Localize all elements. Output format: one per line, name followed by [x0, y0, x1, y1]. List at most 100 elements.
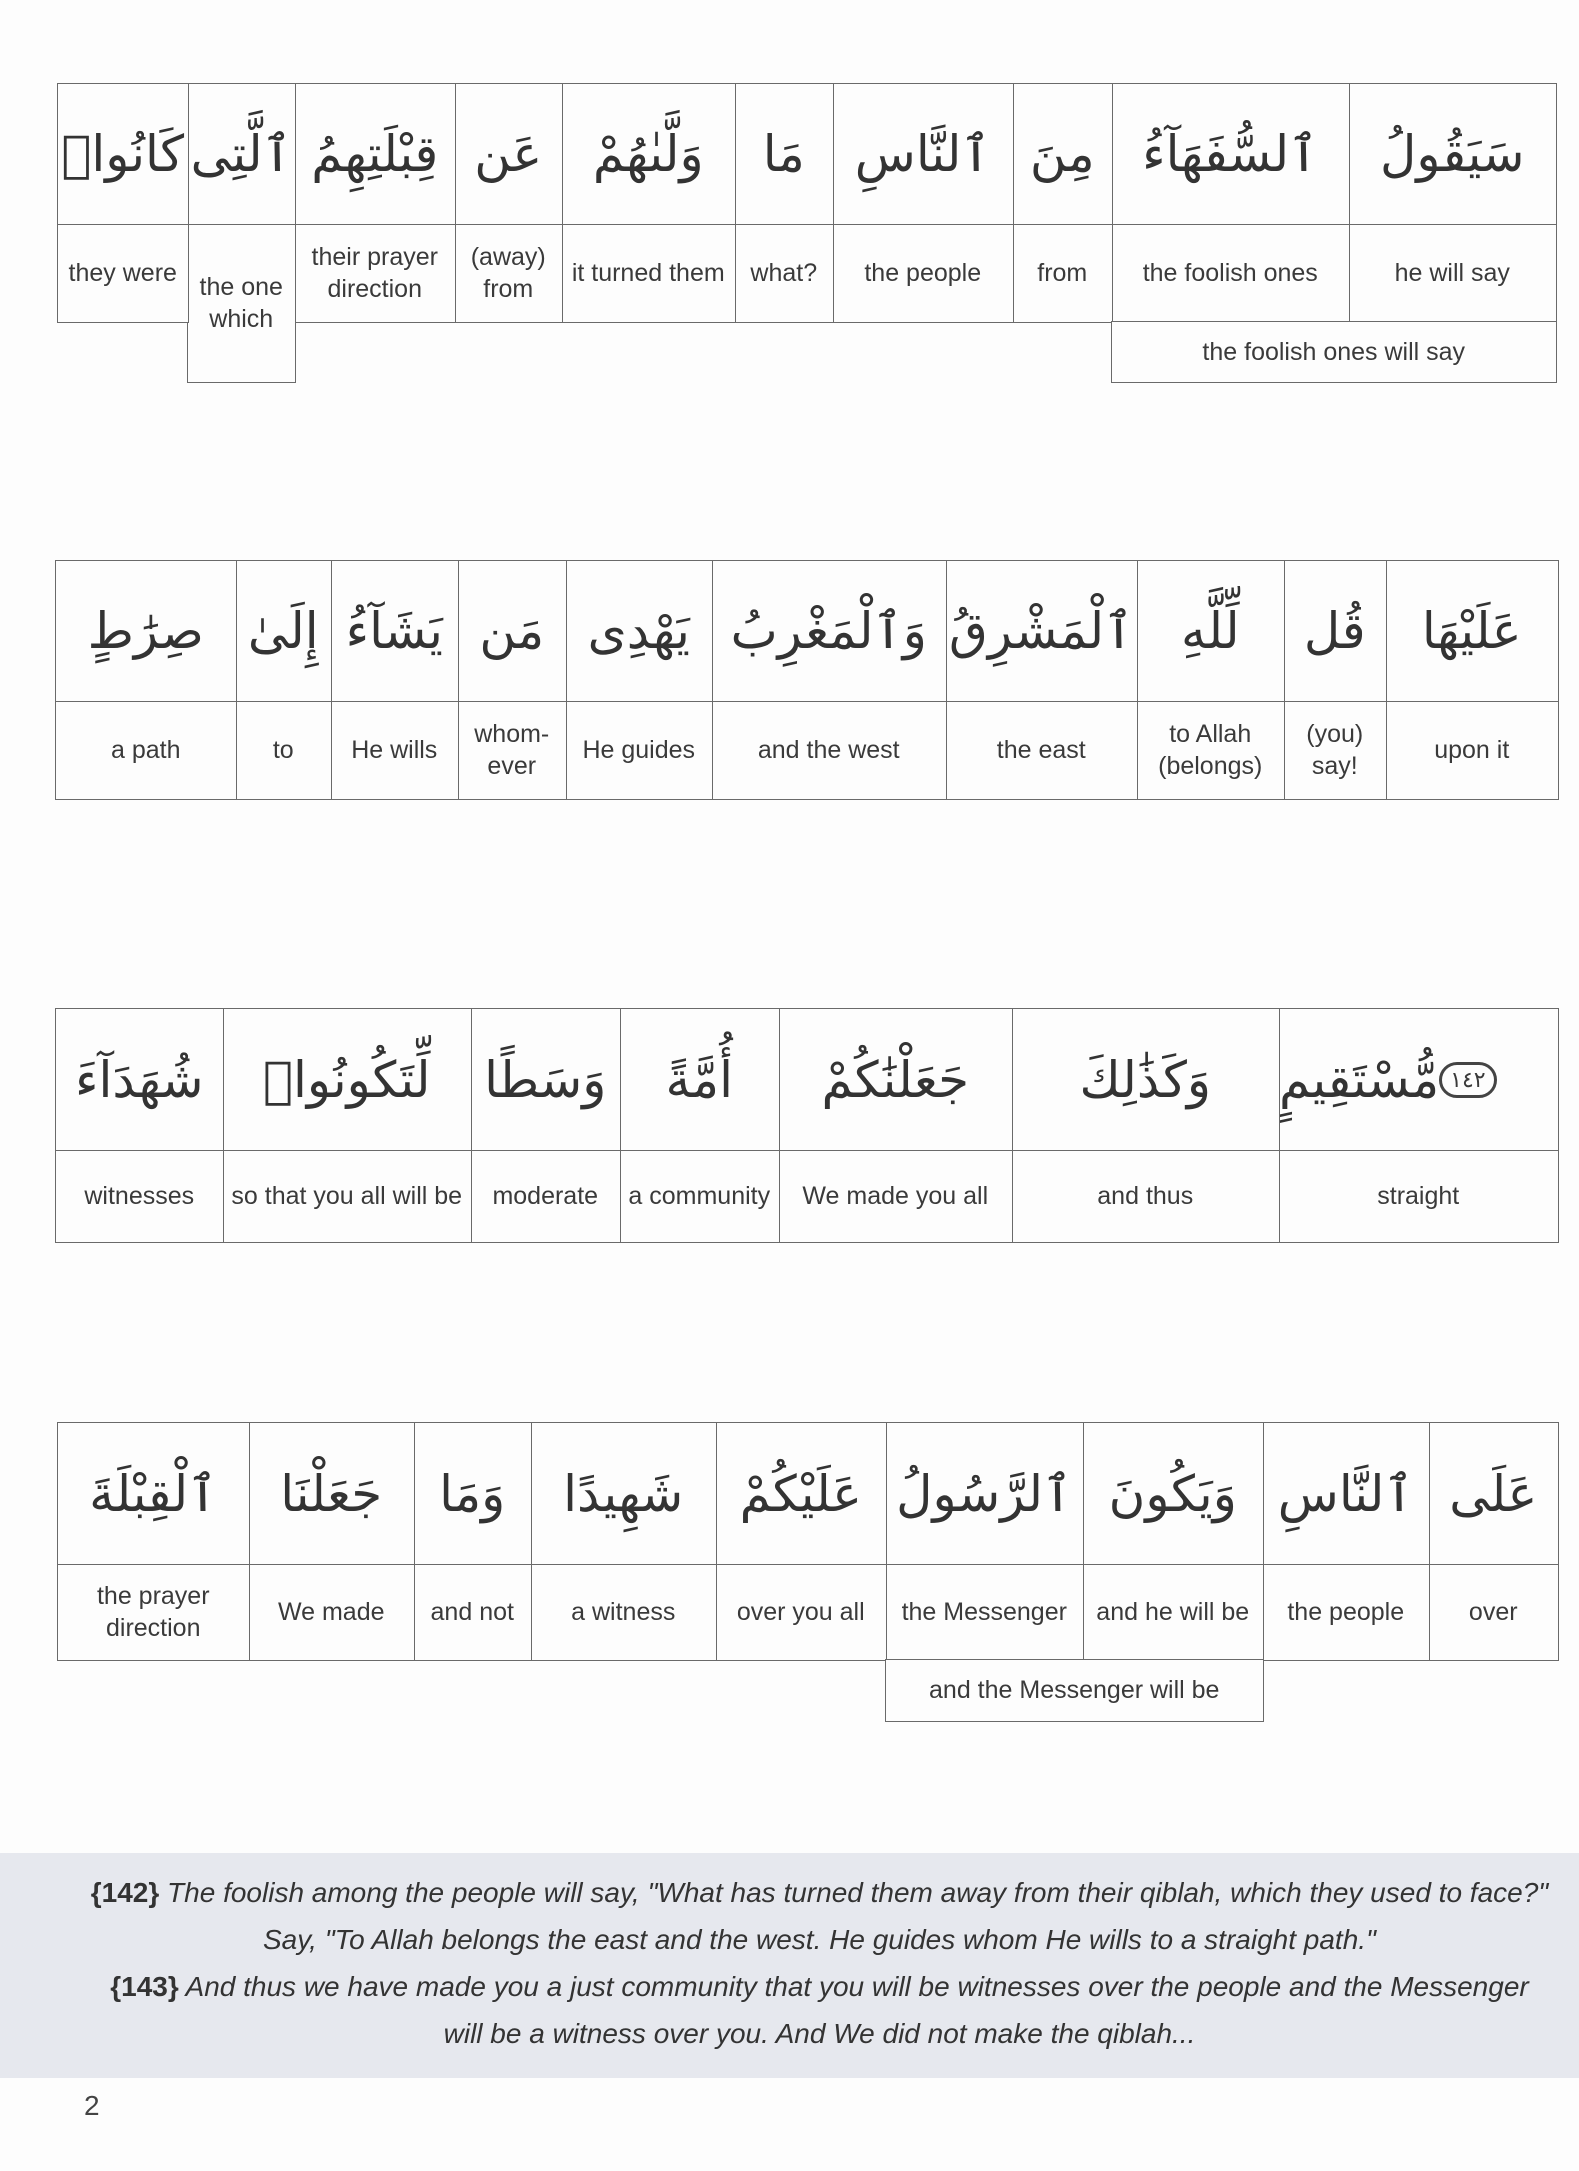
- arabic-word-cell: عَلَى: [1428, 1422, 1559, 1566]
- arabic-word-cell: عَن: [454, 83, 563, 226]
- arabic-word-cell: سَيَقُولُ: [1348, 83, 1557, 226]
- english-meaning: he will say: [1394, 259, 1510, 288]
- arabic-word-cell: ٱلنَّاسِ: [832, 83, 1014, 226]
- phrase-meaning-cell: and the Messenger will be: [885, 1659, 1264, 1722]
- arabic-word-cell: ٱلْقِبْلَةَ: [57, 1422, 250, 1566]
- english-meaning: the people: [864, 259, 982, 288]
- translation-cell: what?: [734, 224, 834, 323]
- arabic-word: عَلَى: [1449, 1464, 1538, 1523]
- english-meaning: the foolish ones: [1142, 259, 1318, 288]
- arabic-word: عَن: [474, 125, 543, 184]
- english-meaning: and not: [430, 1598, 514, 1627]
- english-meaning: witnesses: [84, 1182, 195, 1211]
- arabic-word: وَٱلْمَغْرِبُ: [730, 602, 927, 661]
- arabic-word: مَن: [479, 602, 545, 661]
- arabic-word-cell: ٱلسُّفَهَآءُ: [1111, 83, 1350, 226]
- arabic-word: كَانُوا۟: [61, 125, 185, 184]
- translation-cell: and thus: [1011, 1150, 1280, 1243]
- arabic-word: شُهَدَآءَ: [74, 1050, 204, 1109]
- arabic-word-cell: إِلَىٰ: [235, 560, 332, 703]
- english-meaning: straight: [1377, 1182, 1460, 1211]
- arabic-word-cell: جَعَلْنَٰكُمْ: [778, 1008, 1013, 1152]
- arabic-word: مُّسْتَقِيمٍ: [1279, 1050, 1440, 1109]
- arabic-word: ٱلنَّاسِ: [854, 125, 991, 184]
- arabic-word-cell: عَلَيْهَا: [1385, 560, 1559, 703]
- arabic-word: قُل: [1303, 602, 1366, 661]
- translation-cell: their prayer direction: [294, 224, 456, 323]
- translation-cell: they were: [57, 224, 189, 323]
- english-meaning: to Allah (belongs): [1158, 720, 1263, 781]
- english-meaning: We made: [277, 1598, 385, 1627]
- arabic-word: وَيَكُونَ: [1108, 1464, 1237, 1523]
- arabic-word-cell: شَهِيدًا: [530, 1422, 717, 1566]
- arabic-word-cell: وَكَذَٰلِكَ: [1011, 1008, 1280, 1152]
- translation-text: {142} The foolish among the people will …: [90, 1869, 1549, 2057]
- translation-cell: a path: [55, 701, 237, 800]
- arabic-word: وَمَا: [439, 1464, 506, 1523]
- english-meaning: a witness: [571, 1598, 676, 1627]
- arabic-word: مِنَ: [1029, 125, 1095, 184]
- arabic-word: ٱلْقِبْلَةَ: [89, 1464, 218, 1523]
- arabic-word-cell: أُمَّةً: [619, 1008, 780, 1152]
- translation-cell: and not: [413, 1564, 532, 1661]
- translation-cell: a community: [619, 1150, 780, 1243]
- arabic-word-cell: عَلَيْكُمْ: [715, 1422, 887, 1566]
- arabic-word: يَشَآءُ: [345, 602, 443, 661]
- english-meaning: the Messenger: [901, 1598, 1067, 1627]
- arabic-word: وَسَطًا: [484, 1050, 607, 1109]
- arabic-word-cell: لِّتَكُونُوا۟: [222, 1008, 472, 1152]
- english-meaning: and he will be: [1096, 1598, 1250, 1627]
- verse-number-143: {143}: [110, 1971, 179, 2002]
- arabic-word: أُمَّةً: [665, 1050, 733, 1109]
- verse-143-text: And thus we have made you a just communi…: [178, 1971, 1529, 2049]
- translation-cell: witnesses: [55, 1150, 224, 1243]
- arabic-word: ٱلسُّفَهَآءُ: [1142, 125, 1319, 184]
- arabic-word: شَهِيدًا: [563, 1464, 684, 1523]
- translation-cell: over you all: [715, 1564, 887, 1661]
- arabic-word: سَيَقُولُ: [1380, 125, 1525, 184]
- english-meaning: to: [272, 736, 294, 765]
- arabic-word: عَلَيْهَا: [1421, 602, 1522, 661]
- arabic-word-cell: جَعَلْنَا: [248, 1422, 415, 1566]
- english-meaning: from: [1037, 259, 1088, 288]
- arabic-word: جَعَلْنَا: [280, 1464, 383, 1523]
- arabic-word-cell: مُّسْتَقِيمٍ ١٤٢: [1278, 1008, 1559, 1152]
- translation-cell: the foolish ones: [1111, 224, 1350, 323]
- english-meaning: and the west: [757, 736, 900, 765]
- arabic-word-cell: وَسَطًا: [470, 1008, 621, 1152]
- arabic-word: إِلَىٰ: [247, 602, 319, 661]
- arabic-word-cell: مِنَ: [1012, 83, 1113, 226]
- arabic-word: جَعَلْنَٰكُمْ: [821, 1050, 970, 1109]
- ayah-end-marker-icon: ١٤٢: [1439, 1061, 1497, 1098]
- translation-cell: and the west: [711, 701, 947, 800]
- translation-cell: the people: [832, 224, 1014, 323]
- english-meaning: what?: [750, 259, 818, 288]
- translation-cell: We made you all: [778, 1150, 1013, 1243]
- translation-cell: he will say: [1348, 224, 1557, 323]
- translation-cell: the one which: [187, 224, 296, 383]
- english-meaning: over: [1468, 1598, 1518, 1627]
- arabic-word: قِبْلَتِهِمُ: [311, 125, 439, 184]
- phrase-meaning: the foolish ones will say: [1202, 337, 1466, 366]
- translation-cell: upon it: [1385, 701, 1559, 800]
- arabic-word-cell: ٱلَّتِى: [187, 83, 296, 226]
- arabic-word: عَلَيْكُمْ: [739, 1464, 862, 1523]
- english-meaning: (away) from: [470, 243, 546, 304]
- verse-142-text: The foolish among the people will say, "…: [159, 1877, 1549, 1955]
- translation-cell: the Messenger: [885, 1564, 1084, 1661]
- arabic-word: يَهْدِى: [587, 602, 690, 661]
- arabic-word-cell: يَهْدِى: [565, 560, 713, 703]
- translation-cell: over: [1428, 1564, 1559, 1661]
- arabic-word-cell: مَن: [457, 560, 567, 703]
- translation-cell: moderate: [470, 1150, 621, 1243]
- translation-cell: it turned them: [561, 224, 736, 323]
- translation-cell: straight: [1278, 1150, 1559, 1243]
- translation-cell: a witness: [530, 1564, 717, 1661]
- arabic-word-cell: ٱلنَّاسِ: [1262, 1422, 1430, 1566]
- english-meaning: a path: [110, 736, 181, 765]
- translation-cell: whom-ever: [457, 701, 567, 800]
- arabic-word-cell: مَا: [734, 83, 834, 226]
- translation-cell: and he will be: [1082, 1564, 1264, 1661]
- translation-cell: to Allah (belongs): [1136, 701, 1285, 800]
